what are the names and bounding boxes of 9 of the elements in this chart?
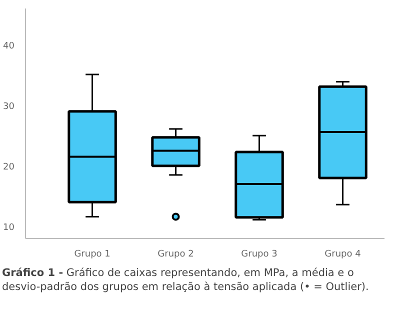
y-tick-label: 10 (3, 222, 15, 233)
x-tick-label: Grupo 2 (158, 250, 194, 260)
x-tick-label: Grupo 4 (324, 250, 362, 260)
y-tick-label: 30 (3, 102, 15, 112)
x-tick-label: Grupo 1 (74, 250, 110, 260)
y-tick-label: 40 (3, 41, 15, 52)
y-tick-label: 20 (3, 162, 15, 172)
text: Gráfico 1 - (2, 267, 64, 279)
x-tick-label: Grupo 3 (241, 250, 278, 260)
